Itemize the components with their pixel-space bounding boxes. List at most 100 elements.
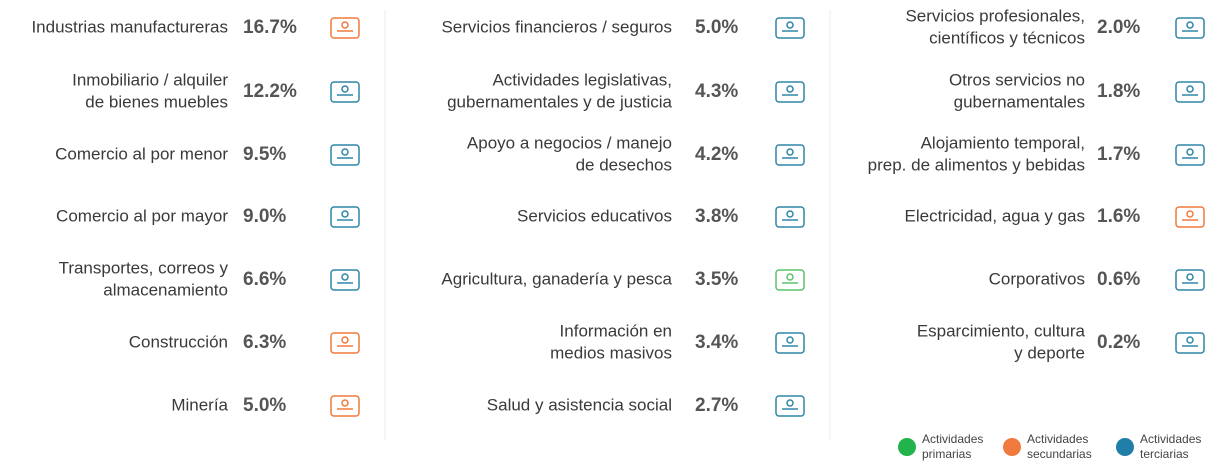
item-value: 1.8%	[1097, 81, 1140, 102]
item-label: Salud y asistencia social	[487, 395, 672, 414]
icon	[1175, 81, 1205, 103]
item-value: 5.0%	[695, 17, 738, 38]
item-label: de bienes muebles	[85, 92, 228, 111]
icon	[330, 332, 360, 354]
item-value: 6.6%	[243, 269, 286, 290]
item-label: y deporte	[1014, 343, 1085, 362]
item-label: Servicios profesionales,	[905, 6, 1085, 25]
icon-body	[775, 332, 805, 354]
icon-body	[775, 144, 805, 166]
legend-label: Actividades	[1140, 432, 1201, 446]
icon-detail	[341, 399, 349, 407]
icon	[1175, 269, 1205, 291]
item-label: prep. de alimentos y bebidas	[868, 155, 1085, 174]
icon	[1175, 17, 1205, 39]
item-value: 0.6%	[1097, 269, 1140, 290]
icon-body	[330, 206, 360, 228]
legend-swatch	[1116, 438, 1134, 456]
item-value: 3.4%	[695, 332, 738, 353]
icon-body	[775, 206, 805, 228]
item-value: 1.6%	[1097, 206, 1140, 227]
icon-body	[330, 395, 360, 417]
icon-detail	[1186, 148, 1194, 156]
item-label: de desechos	[576, 155, 672, 174]
item-label: Servicios educativos	[517, 206, 672, 225]
legend-label: Actividades	[922, 432, 983, 446]
item-label: Corporativos	[989, 269, 1085, 288]
icon-body	[775, 395, 805, 417]
legend-swatch	[898, 438, 916, 456]
icon-body	[1175, 81, 1205, 103]
icon-body	[330, 17, 360, 39]
icon-body	[330, 269, 360, 291]
icon-detail	[341, 336, 349, 344]
item-value: 3.5%	[695, 269, 738, 290]
item-value: 12.2%	[243, 81, 297, 102]
item-value: 6.3%	[243, 332, 286, 353]
icon-detail	[786, 148, 794, 156]
item-value: 3.8%	[695, 206, 738, 227]
icon	[775, 332, 805, 354]
icon-detail	[786, 21, 794, 29]
item-label: Comercio al por mayor	[56, 206, 228, 225]
item-label: medios masivos	[550, 343, 672, 362]
item-label: Esparcimiento, cultura	[917, 321, 1086, 340]
icon-detail	[1186, 273, 1194, 281]
icon-body	[1175, 17, 1205, 39]
icon	[330, 269, 360, 291]
icon	[775, 395, 805, 417]
icon-detail	[786, 336, 794, 344]
icon-detail	[786, 273, 794, 281]
icon-detail	[786, 210, 794, 218]
icon-detail	[341, 85, 349, 93]
icon	[1175, 332, 1205, 354]
icon-detail	[786, 399, 794, 407]
icon-body	[1175, 332, 1205, 354]
icon-body	[1175, 269, 1205, 291]
item-value: 5.0%	[243, 395, 286, 416]
item-label: Agricultura, ganadería y pesca	[441, 269, 672, 288]
icon-detail	[341, 21, 349, 29]
icon-detail	[1186, 85, 1194, 93]
item-value: 1.7%	[1097, 144, 1140, 165]
icon	[1175, 206, 1205, 228]
item-value: 0.2%	[1097, 332, 1140, 353]
legend-label: Actividades	[1027, 432, 1088, 446]
item-label: Actividades legislativas,	[492, 70, 672, 89]
icon-detail	[1186, 336, 1194, 344]
icon	[330, 81, 360, 103]
icon-body	[775, 81, 805, 103]
icon-detail	[341, 273, 349, 281]
item-label: gubernamentales y de justicia	[447, 92, 672, 111]
item-label: Alojamiento temporal,	[921, 133, 1085, 152]
item-label: almacenamiento	[103, 280, 228, 299]
icon	[775, 144, 805, 166]
icon-body	[1175, 206, 1205, 228]
item-label: Transportes, correos y	[59, 258, 229, 277]
item-label: Apoyo a negocios / manejo	[467, 133, 672, 152]
icon-detail	[786, 85, 794, 93]
item-label: Minería	[171, 395, 228, 414]
legend-label: primarias	[922, 447, 971, 461]
item-value: 9.0%	[243, 206, 286, 227]
item-value: 4.3%	[695, 81, 738, 102]
icon	[775, 269, 805, 291]
icon-detail	[341, 210, 349, 218]
icon-body	[775, 269, 805, 291]
icon	[775, 17, 805, 39]
icon-body	[1175, 144, 1205, 166]
icon-body	[330, 144, 360, 166]
item-label: Industrias manufactureras	[31, 17, 228, 36]
item-label: gubernamentales	[954, 92, 1085, 111]
item-value: 4.2%	[695, 144, 738, 165]
legend-label: terciarias	[1140, 447, 1189, 461]
item-label: Electricidad, agua y gas	[905, 206, 1086, 225]
icon	[330, 17, 360, 39]
item-label: Otros servicios no	[949, 70, 1085, 89]
item-label: Información en	[560, 321, 672, 340]
item-label: Servicios financieros / seguros	[441, 17, 672, 36]
icon	[330, 206, 360, 228]
icon	[330, 144, 360, 166]
item-label: Inmobiliario / alquiler	[72, 70, 228, 89]
